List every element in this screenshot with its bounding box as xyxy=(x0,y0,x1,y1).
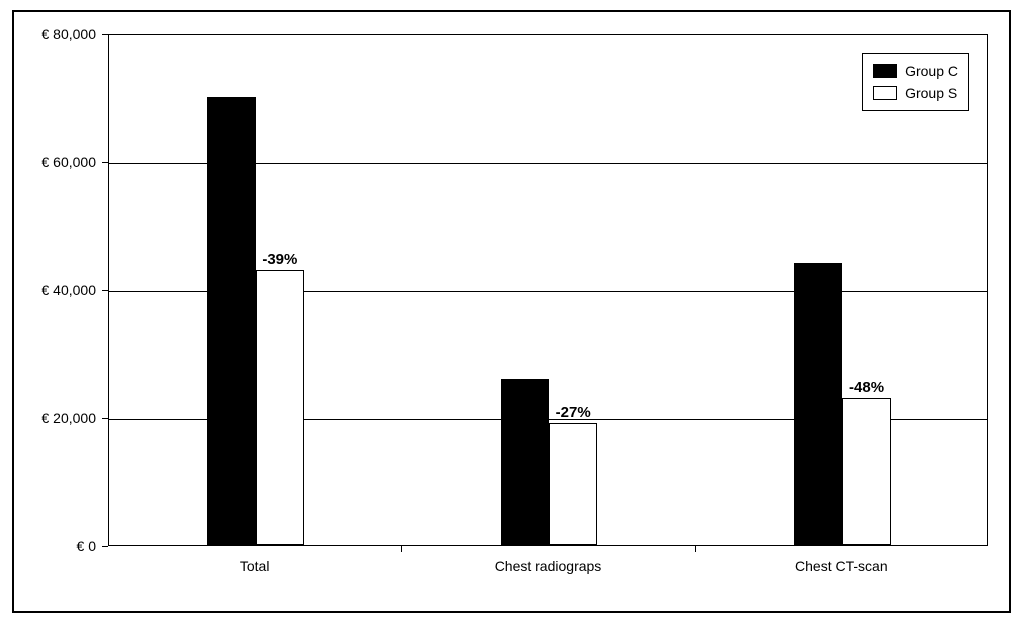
legend-swatch xyxy=(873,64,897,78)
y-tick-label: € 60,000 xyxy=(42,154,97,170)
y-tick xyxy=(102,162,108,163)
x-category-label: Chest CT-scan xyxy=(795,558,888,574)
legend-item: Group C xyxy=(873,60,958,82)
y-tick-label: € 20,000 xyxy=(42,410,97,426)
y-tick xyxy=(102,34,108,35)
y-tick xyxy=(102,290,108,291)
bar-group-c xyxy=(794,263,842,545)
y-tick xyxy=(102,546,108,547)
y-tick-label: € 80,000 xyxy=(42,26,97,42)
pct-change-label: -27% xyxy=(556,404,591,421)
bar-group-c xyxy=(501,379,549,545)
legend-swatch xyxy=(873,86,897,100)
y-tick-label: € 40,000 xyxy=(42,282,97,298)
x-category-label: Total xyxy=(240,558,270,574)
bar-group-c xyxy=(207,97,255,545)
legend: Group C Group S xyxy=(862,53,969,111)
bar-group-s xyxy=(842,398,890,545)
chart-plot-area: -39% -27% -48% Group C Group S xyxy=(108,34,988,546)
legend-item: Group S xyxy=(873,82,958,104)
y-tick-label: € 0 xyxy=(77,538,96,554)
legend-label: Group C xyxy=(905,63,958,79)
pct-change-label: -39% xyxy=(262,251,297,268)
x-tick xyxy=(401,546,402,552)
y-tick xyxy=(102,418,108,419)
x-category-label: Chest radiograps xyxy=(495,558,602,574)
bar-group-s xyxy=(549,423,597,545)
pct-change-label: -48% xyxy=(849,379,884,396)
x-tick xyxy=(695,546,696,552)
legend-label: Group S xyxy=(905,85,957,101)
bar-group-s xyxy=(256,270,304,545)
